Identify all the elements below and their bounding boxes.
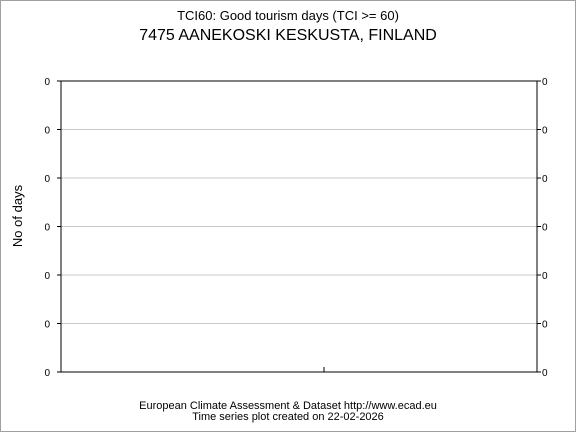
grid-layer (61, 129, 537, 324)
y-tick-label-right: 0 (542, 320, 548, 331)
y-tick-label-right: 0 (542, 126, 548, 137)
y-tick-label-left: 0 (44, 223, 50, 234)
y-tick-label-right: 0 (542, 368, 548, 379)
y-tick-label-left: 0 (44, 126, 50, 137)
chart-title: TCI60: Good tourism days (TCI >= 60) (177, 8, 399, 23)
tick-layer: 0 0 0 0 0 0 0 0 0 0 0 0 0 0 (44, 77, 548, 379)
y-tick-label-right: 0 (542, 271, 548, 282)
y-tick-label-right: 0 (542, 174, 548, 185)
y-tick-label-left: 0 (44, 77, 50, 88)
chart-subtitle: 7475 AANEKOSKI KESKUSTA, FINLAND (139, 27, 437, 44)
y-tick-label-left: 0 (44, 368, 50, 379)
footer-created: Time series plot created on 22-02-2026 (192, 411, 384, 423)
y-tick-label-left: 0 (44, 174, 50, 185)
y-tick-label-left: 0 (44, 320, 50, 331)
y-tick-label-left: 0 (44, 271, 50, 282)
y-axis-label: No of days (10, 184, 25, 247)
footer-credit: European Climate Assessment & Dataset ht… (139, 400, 437, 412)
y-tick-label-right: 0 (542, 223, 548, 234)
y-tick-label-right: 0 (542, 77, 548, 88)
